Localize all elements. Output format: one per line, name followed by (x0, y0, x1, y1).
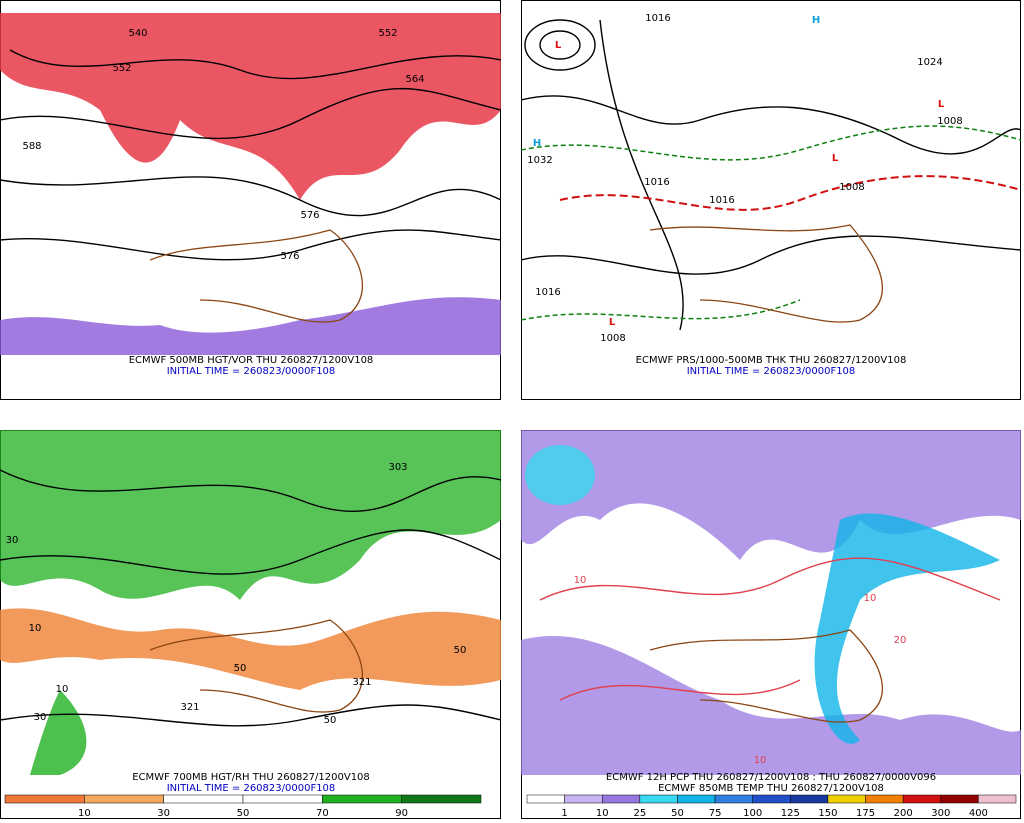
contour-label: 10 (56, 684, 69, 695)
legend-swatch (84, 794, 164, 804)
initial-time: INITIAL TIME = 260823/0000F108 (687, 366, 856, 377)
contour-label: 1016 (645, 13, 670, 24)
legend-swatch (4, 794, 85, 804)
legend-label: 175 (856, 808, 875, 819)
contour-label: 321 (352, 677, 371, 688)
contour-label: 1024 (917, 57, 942, 68)
pressure-center: H (533, 138, 541, 149)
legend-swatch (526, 794, 565, 804)
legend-swatch (752, 794, 791, 804)
contour-label: 321 (180, 702, 199, 713)
contour-label: 564 (405, 74, 424, 85)
panel-subtitle: ECMWF 850MB TEMP THU 260827/1200V108 (658, 783, 884, 794)
legend-swatch (401, 794, 482, 804)
legend-swatch (163, 794, 244, 804)
contour-label: 552 (378, 28, 397, 39)
legend-label: 300 (931, 808, 950, 819)
legend-label: 400 (969, 808, 988, 819)
legend-swatch (940, 794, 979, 804)
pressure-center: L (938, 99, 945, 110)
legend-label: 75 (709, 808, 722, 819)
initial-time: INITIAL TIME = 260823/0000F108 (167, 366, 336, 377)
contour-label: 30 (34, 712, 47, 723)
pressure-center: L (832, 153, 839, 164)
contour-label: 10 (754, 755, 767, 766)
pressure-center: L (609, 317, 616, 328)
contour-label: 1016 (644, 177, 669, 188)
initial-time: INITIAL TIME = 260823/0000F108 (167, 783, 336, 794)
legend-label: 10 (596, 808, 609, 819)
panel-title: ECMWF 700MB HGT/RH THU 260827/1200V108 (132, 772, 370, 783)
legend-label: 70 (316, 808, 329, 819)
legend-swatch (865, 794, 904, 804)
contour-label: 50 (454, 645, 467, 656)
contour-label: 1016 (709, 195, 734, 206)
contour-label: 1032 (527, 155, 552, 166)
legend-label: 90 (395, 808, 408, 819)
contour-label: 1008 (600, 333, 625, 344)
map (521, 430, 1021, 775)
panel-500mb (0, 0, 501, 400)
legend-label: 50 (237, 808, 250, 819)
contour-label: 30 (6, 535, 19, 546)
contour-label: 50 (324, 715, 337, 726)
legend-label: 100 (743, 808, 762, 819)
contour-label: 588 (22, 141, 41, 152)
legend-swatch (714, 794, 753, 804)
legend-swatch (242, 794, 323, 804)
contour-label: 540 (128, 28, 147, 39)
legend-swatch (790, 794, 829, 804)
legend-swatch (322, 794, 402, 804)
legend-swatch (564, 794, 603, 804)
contour-label: 1008 (839, 182, 864, 193)
legend-swatch (601, 794, 641, 804)
legend-label: 125 (781, 808, 800, 819)
pressure-center: L (555, 40, 562, 51)
panel-precip (521, 430, 1021, 819)
map (521, 19, 1021, 331)
legend-label: 10 (78, 808, 91, 819)
contour-label: 1016 (535, 287, 560, 298)
legend-swatch (902, 794, 942, 804)
map (0, 13, 501, 355)
legend-label: 1 (561, 808, 567, 819)
pressure-center: H (812, 15, 820, 26)
panel-title: ECMWF PRS/1000-500MB THK THU 260827/1200… (636, 355, 907, 366)
contour-label: 576 (300, 210, 319, 221)
panel-mslp (521, 0, 1021, 400)
contour-label: 10 (574, 575, 587, 586)
map (0, 430, 501, 775)
legend-swatch (978, 794, 1017, 804)
panel-title: ECMWF 12H PCP THU 260827/1200V108 : THU … (606, 772, 936, 783)
legend-label: 25 (633, 808, 646, 819)
contour-label: 552 (112, 63, 131, 74)
panel-title: ECMWF 500MB HGT/VOR THU 260827/1200V108 (129, 355, 374, 366)
legend-label: 50 (671, 808, 684, 819)
legend-label: 200 (894, 808, 913, 819)
contour-label: 10 (29, 623, 42, 634)
legend-label: 30 (157, 808, 170, 819)
legend-swatch (827, 794, 866, 804)
contour-label: 50 (234, 663, 247, 674)
legend-swatch (677, 794, 716, 804)
contour-label: 10 (864, 593, 877, 604)
legend-swatch (639, 794, 678, 804)
contour-label: 20 (894, 635, 907, 646)
contour-label: 303 (388, 462, 407, 473)
panel-700mb (0, 430, 501, 819)
contour-label: 1008 (937, 116, 962, 127)
legend-label: 150 (818, 808, 837, 819)
panel-frame (521, 0, 1021, 400)
contour-label: 576 (280, 251, 299, 262)
